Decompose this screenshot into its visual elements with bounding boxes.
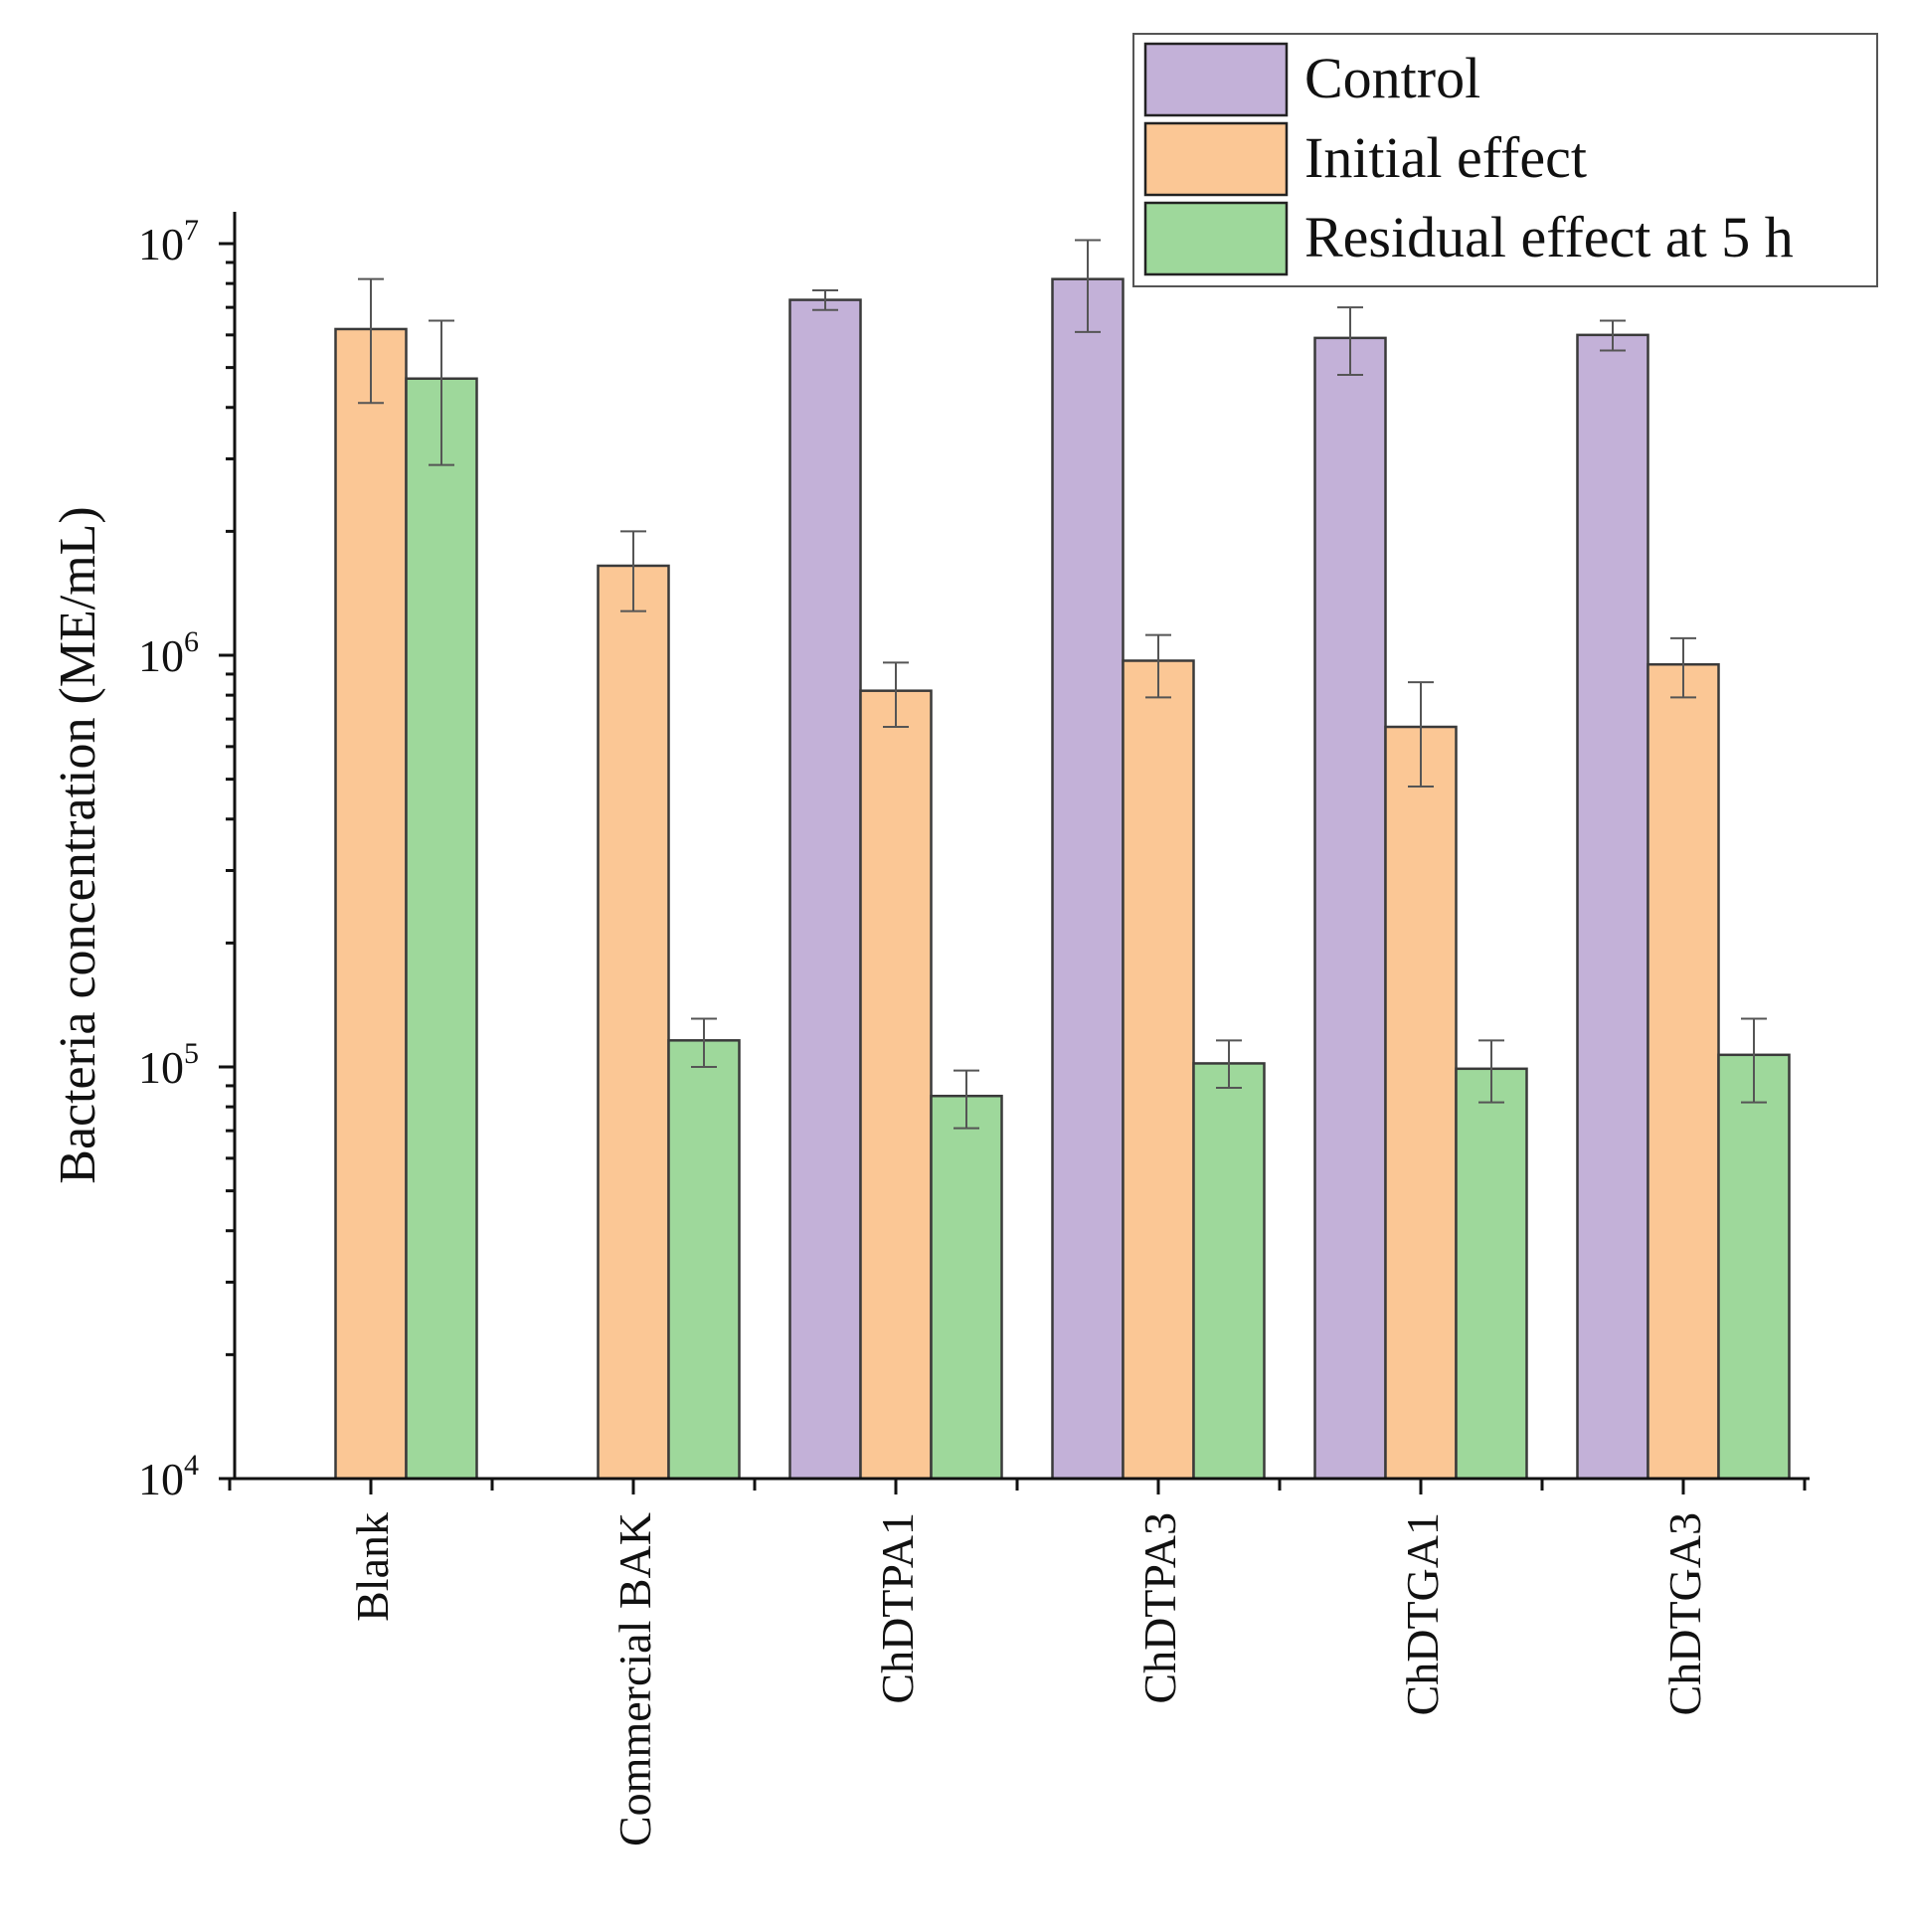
- legend-label-control: Control: [1304, 46, 1480, 110]
- bar-initial-effect-chdtga1: [1384, 725, 1458, 1481]
- legend-swatch-residual-effect-at-5-h: [1143, 201, 1289, 276]
- error-bar-residual-effect-at-5-h-chdtpa1: [954, 1069, 979, 1130]
- legend-label-residual-effect-at-5-h: Residual effect at 5 h: [1304, 205, 1794, 269]
- error-bars-layer: [358, 239, 1767, 1130]
- error-bar-initial-effect-chdtpa3: [1145, 633, 1171, 699]
- legend-swatch-initial-effect: [1143, 121, 1289, 197]
- error-bar-initial-effect-blank: [358, 277, 384, 405]
- error-bar-initial-effect-commercial-bak: [620, 530, 646, 613]
- bar-residual-effect-at-5-h-chdtga1: [1455, 1067, 1528, 1481]
- error-bar-residual-effect-at-5-h-blank: [429, 319, 454, 466]
- x-ticks: Blank Commercial BAK ChDTPA1 ChDTPA3 ChDTGA1…: [228, 1479, 1807, 1846]
- error-bar-control-chdtpa3: [1075, 239, 1101, 333]
- bar-residual-effect-at-5-h-blank: [405, 377, 478, 1481]
- x-tick-label-chdtpa1: ChDTPA1: [872, 1512, 923, 1704]
- bar-initial-effect-commercial-bak: [597, 564, 670, 1481]
- error-bar-residual-effect-at-5-h-chdtga1: [1478, 1039, 1504, 1104]
- x-tick-label-commercial-bak: Commercial BAK: [609, 1512, 660, 1846]
- error-bar-initial-effect-chdtga1: [1408, 681, 1434, 788]
- bar-initial-effect-chdtpa1: [859, 689, 933, 1481]
- y-axis-label: Bacteria concentration (ME/mL): [50, 506, 106, 1183]
- bar-residual-effect-at-5-h-chdtpa3: [1192, 1062, 1266, 1481]
- legend: Control Initial effect Residual effect at …: [1132, 33, 1878, 287]
- error-bar-control-chdtga3: [1600, 319, 1626, 352]
- error-bar-residual-effect-at-5-h-commercial-bak: [691, 1017, 717, 1068]
- x-tick-label-chdtpa3: ChDTPA3: [1134, 1512, 1185, 1704]
- x-tick-label-blank: Blank: [347, 1512, 398, 1622]
- error-bar-residual-effect-at-5-h-chdtpa3: [1216, 1039, 1242, 1089]
- bar-control-chdtpa1: [788, 298, 862, 1481]
- bar-residual-effect-at-5-h-commercial-bak: [667, 1039, 741, 1481]
- axes: [233, 212, 1810, 1481]
- y-tick-label-1e6: 106: [138, 625, 199, 681]
- error-bar-initial-effect-chdtpa1: [883, 661, 909, 729]
- error-bar-control-chdtga1: [1337, 306, 1363, 376]
- bar-control-chdtga1: [1313, 336, 1387, 1481]
- error-bar-residual-effect-at-5-h-chdtga3: [1741, 1017, 1767, 1104]
- y-ticks: 104 105 106 107: [138, 214, 235, 1504]
- bar-residual-effect-at-5-h-chdtga3: [1717, 1053, 1791, 1481]
- legend-label-initial-effect: Initial effect: [1304, 125, 1587, 190]
- legend-swatch-control: [1143, 42, 1289, 117]
- y-tick-label-1e5: 105: [138, 1037, 199, 1093]
- bars-layer: [334, 277, 1791, 1481]
- bar-residual-effect-at-5-h-chdtpa1: [930, 1094, 1003, 1481]
- y-tick-label-1e7: 107: [138, 214, 199, 269]
- y-tick-label-1e4: 104: [138, 1449, 199, 1504]
- x-tick-label-chdtga1: ChDTGA1: [1397, 1512, 1448, 1715]
- bar-initial-effect-chdtpa3: [1122, 659, 1195, 1481]
- bar-control-chdtga3: [1576, 333, 1649, 1481]
- bar-control-chdtpa3: [1051, 277, 1125, 1481]
- x-tick-label-chdtga3: ChDTGA3: [1659, 1512, 1710, 1715]
- bar-initial-effect-blank: [334, 327, 408, 1481]
- error-bar-control-chdtpa1: [812, 288, 838, 311]
- error-bar-initial-effect-chdtga3: [1670, 636, 1696, 699]
- bar-initial-effect-chdtga3: [1647, 662, 1720, 1481]
